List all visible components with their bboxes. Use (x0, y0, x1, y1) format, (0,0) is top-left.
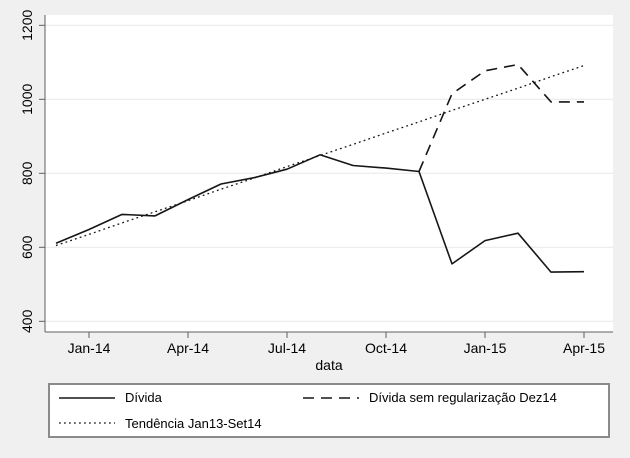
legend-item-tendencia: Tendência Jan13-Set14 (50, 417, 294, 430)
series-line-solid (55, 154, 585, 273)
legend-label-divida-sem-regularizacao: Dívida sem regularização Dez14 (369, 390, 557, 406)
y-axis-ticks: 400 600 800 1000 1200 (19, 10, 45, 333)
x-tick-label: Apr-14 (167, 340, 209, 356)
y-tick-label: 800 (19, 161, 35, 185)
gridlines (45, 24, 613, 322)
x-tick-label: Jan-14 (68, 340, 111, 356)
legend-item-divida: Dívida (50, 391, 294, 404)
x-tick-label: Jul-14 (268, 340, 306, 356)
x-tick-label: Oct-14 (365, 340, 407, 356)
x-tick-label: Apr-15 (563, 340, 605, 356)
y-tick-label: 400 (19, 309, 35, 333)
legend-item-divida-sem-regularizacao: Dívida sem regularização Dez14 (294, 391, 608, 404)
y-tick-label: 1200 (19, 10, 35, 41)
x-axis-title: data (315, 357, 342, 373)
dotted-line-sample-icon (59, 422, 115, 424)
dashed-line-sample-icon (303, 396, 359, 399)
y-tick-label: 600 (19, 235, 35, 259)
legend-label-tendencia: Tendência Jan13-Set14 (125, 415, 262, 431)
solid-line-sample-icon (59, 396, 115, 399)
legend-label-divida: Dívida (125, 390, 162, 406)
x-tick-label: Jan-15 (464, 340, 507, 356)
x-axis-ticks: Jan-14 Apr-14 Jul-14 Oct-14 Jan-15 Apr-15 (68, 332, 605, 356)
y-tick-label: 1000 (19, 84, 35, 115)
chart-legend: Dívida Dívida sem regularização Dez14 Te… (48, 383, 610, 438)
